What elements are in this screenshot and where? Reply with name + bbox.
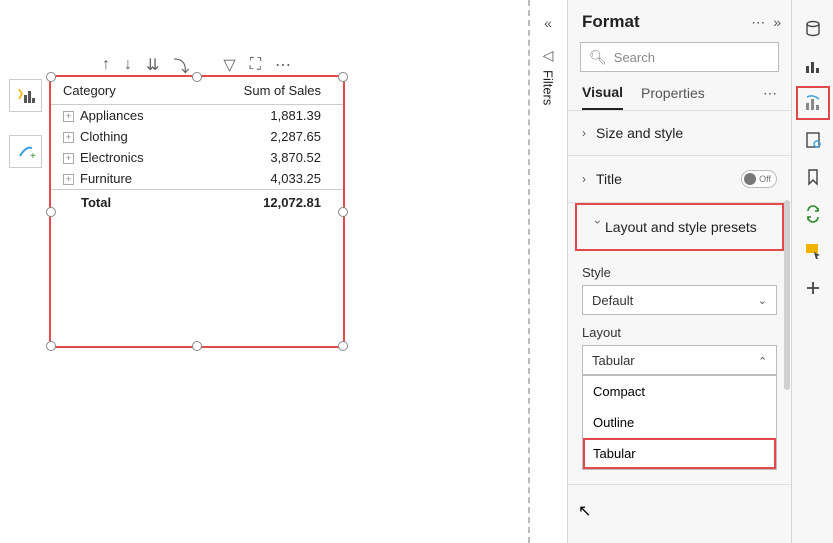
column-header[interactable]: Sum of Sales bbox=[191, 77, 343, 105]
tabs-more-icon[interactable]: ⋯ bbox=[763, 85, 777, 110]
format-pane-title: Format bbox=[582, 12, 751, 32]
chevron-down-icon: › bbox=[591, 220, 605, 234]
expand-pane-icon[interactable]: » bbox=[773, 14, 781, 30]
focus-mode-icon[interactable]: ⛶ bbox=[250, 56, 261, 74]
column-header[interactable]: Category bbox=[51, 77, 191, 105]
svg-text:+: + bbox=[30, 151, 36, 162]
style-field-label: Style bbox=[582, 265, 777, 280]
table-row[interactable]: +Electronics3,870.52 bbox=[51, 147, 343, 168]
title-toggle[interactable]: Off bbox=[741, 170, 777, 188]
search-placeholder: Search bbox=[614, 50, 655, 65]
style-select[interactable]: Default ⌄ bbox=[582, 285, 777, 315]
format-pane: Format ⋯ » 🔍︎ Search Visual Properties ⋯… bbox=[567, 0, 792, 543]
data-pane-icon[interactable] bbox=[797, 13, 829, 45]
expand-down-icon[interactable]: ⇊ bbox=[146, 55, 159, 75]
filters-label[interactable]: Filters bbox=[541, 70, 556, 105]
format-pane-icon[interactable] bbox=[797, 87, 829, 119]
filter-icon[interactable]: ▽ bbox=[223, 55, 235, 75]
sync-slicers-icon[interactable] bbox=[797, 198, 829, 230]
filters-pane-collapsed: « ◁ Filters bbox=[534, 15, 562, 105]
layout-dropdown: CompactOutlineTabular bbox=[582, 375, 777, 470]
table-row[interactable]: +Furniture4,033.25 bbox=[51, 168, 343, 190]
section-layout-presets: › Layout and style presets Style Default… bbox=[568, 203, 791, 485]
bookmarks-pane-icon[interactable] bbox=[797, 161, 829, 193]
chevron-up-icon: ⌄ bbox=[758, 354, 767, 367]
drill-down-icon[interactable]: ↓ bbox=[124, 56, 132, 74]
search-icon: 🔍︎ bbox=[589, 49, 607, 66]
paint-tool[interactable]: + bbox=[9, 135, 42, 168]
expand-icon[interactable]: + bbox=[63, 174, 74, 185]
report-canvas: + ↑ ↓ ⇊ ⤵ ▽ ⛶ ⋯ Category Sum of Sales +A… bbox=[0, 0, 528, 543]
collapse-filters-icon[interactable]: « bbox=[534, 15, 562, 31]
expand-icon[interactable]: + bbox=[63, 153, 74, 164]
expand-icon[interactable]: + bbox=[63, 132, 74, 143]
resize-handle[interactable] bbox=[338, 207, 348, 217]
section-size-and-style: › Size and style bbox=[568, 111, 791, 156]
canvas-left-toolbar: + bbox=[9, 79, 42, 191]
format-search-input[interactable]: 🔍︎ Search bbox=[580, 42, 779, 72]
layout-option[interactable]: Outline bbox=[583, 407, 776, 438]
section-title: › Title Off bbox=[568, 156, 791, 203]
table-row[interactable]: +Clothing2,287.65 bbox=[51, 126, 343, 147]
drill-up-icon[interactable]: ↑ bbox=[102, 56, 110, 74]
section-header[interactable]: › Layout and style presets bbox=[575, 203, 784, 251]
filters-icon[interactable]: ◁ bbox=[534, 47, 562, 64]
resize-handle[interactable] bbox=[46, 72, 56, 82]
resize-handle[interactable] bbox=[46, 207, 56, 217]
resize-handle[interactable] bbox=[192, 72, 202, 82]
add-pane-icon[interactable] bbox=[797, 272, 829, 304]
section-header[interactable]: › Size and style bbox=[568, 111, 791, 155]
chevron-right-icon: › bbox=[582, 172, 596, 186]
tab-visual[interactable]: Visual bbox=[582, 84, 623, 110]
resize-handle[interactable] bbox=[46, 341, 56, 351]
more-options-icon[interactable]: ⋯ bbox=[275, 55, 291, 75]
format-more-icon[interactable]: ⋯ bbox=[751, 14, 765, 31]
right-tool-rail bbox=[792, 0, 833, 543]
matrix-visual[interactable]: Category Sum of Sales +Appliances1,881.3… bbox=[49, 75, 345, 348]
chevron-right-icon: › bbox=[582, 126, 596, 140]
ai-visual-tool[interactable] bbox=[9, 79, 42, 112]
table-row[interactable]: +Appliances1,881.39 bbox=[51, 105, 343, 127]
chevron-down-icon: ⌄ bbox=[758, 294, 767, 307]
format-scrollbar[interactable] bbox=[784, 200, 790, 390]
resize-handle[interactable] bbox=[338, 341, 348, 351]
total-row: Total12,072.81 bbox=[51, 190, 343, 216]
layout-field-label: Layout bbox=[582, 325, 777, 340]
expand-all-icon[interactable]: ⤵ bbox=[173, 53, 189, 77]
resize-handle[interactable] bbox=[192, 341, 202, 351]
layout-option[interactable]: Tabular bbox=[583, 438, 776, 469]
selection-pane-icon[interactable] bbox=[797, 235, 829, 267]
layout-select[interactable]: Tabular ⌄ bbox=[582, 345, 777, 375]
resize-handle[interactable] bbox=[338, 72, 348, 82]
matrix-table: Category Sum of Sales +Appliances1,881.3… bbox=[51, 77, 343, 215]
layout-option[interactable]: Compact bbox=[583, 376, 776, 407]
tab-properties[interactable]: Properties bbox=[641, 85, 705, 109]
analytics-pane-icon[interactable] bbox=[797, 124, 829, 156]
format-tabs: Visual Properties ⋯ bbox=[568, 84, 791, 111]
visualizations-pane-icon[interactable] bbox=[797, 50, 829, 82]
cursor-icon: ↖ bbox=[578, 501, 591, 521]
section-header[interactable]: › Title Off bbox=[568, 156, 791, 202]
expand-icon[interactable]: + bbox=[63, 111, 74, 122]
pane-divider[interactable] bbox=[528, 0, 530, 543]
